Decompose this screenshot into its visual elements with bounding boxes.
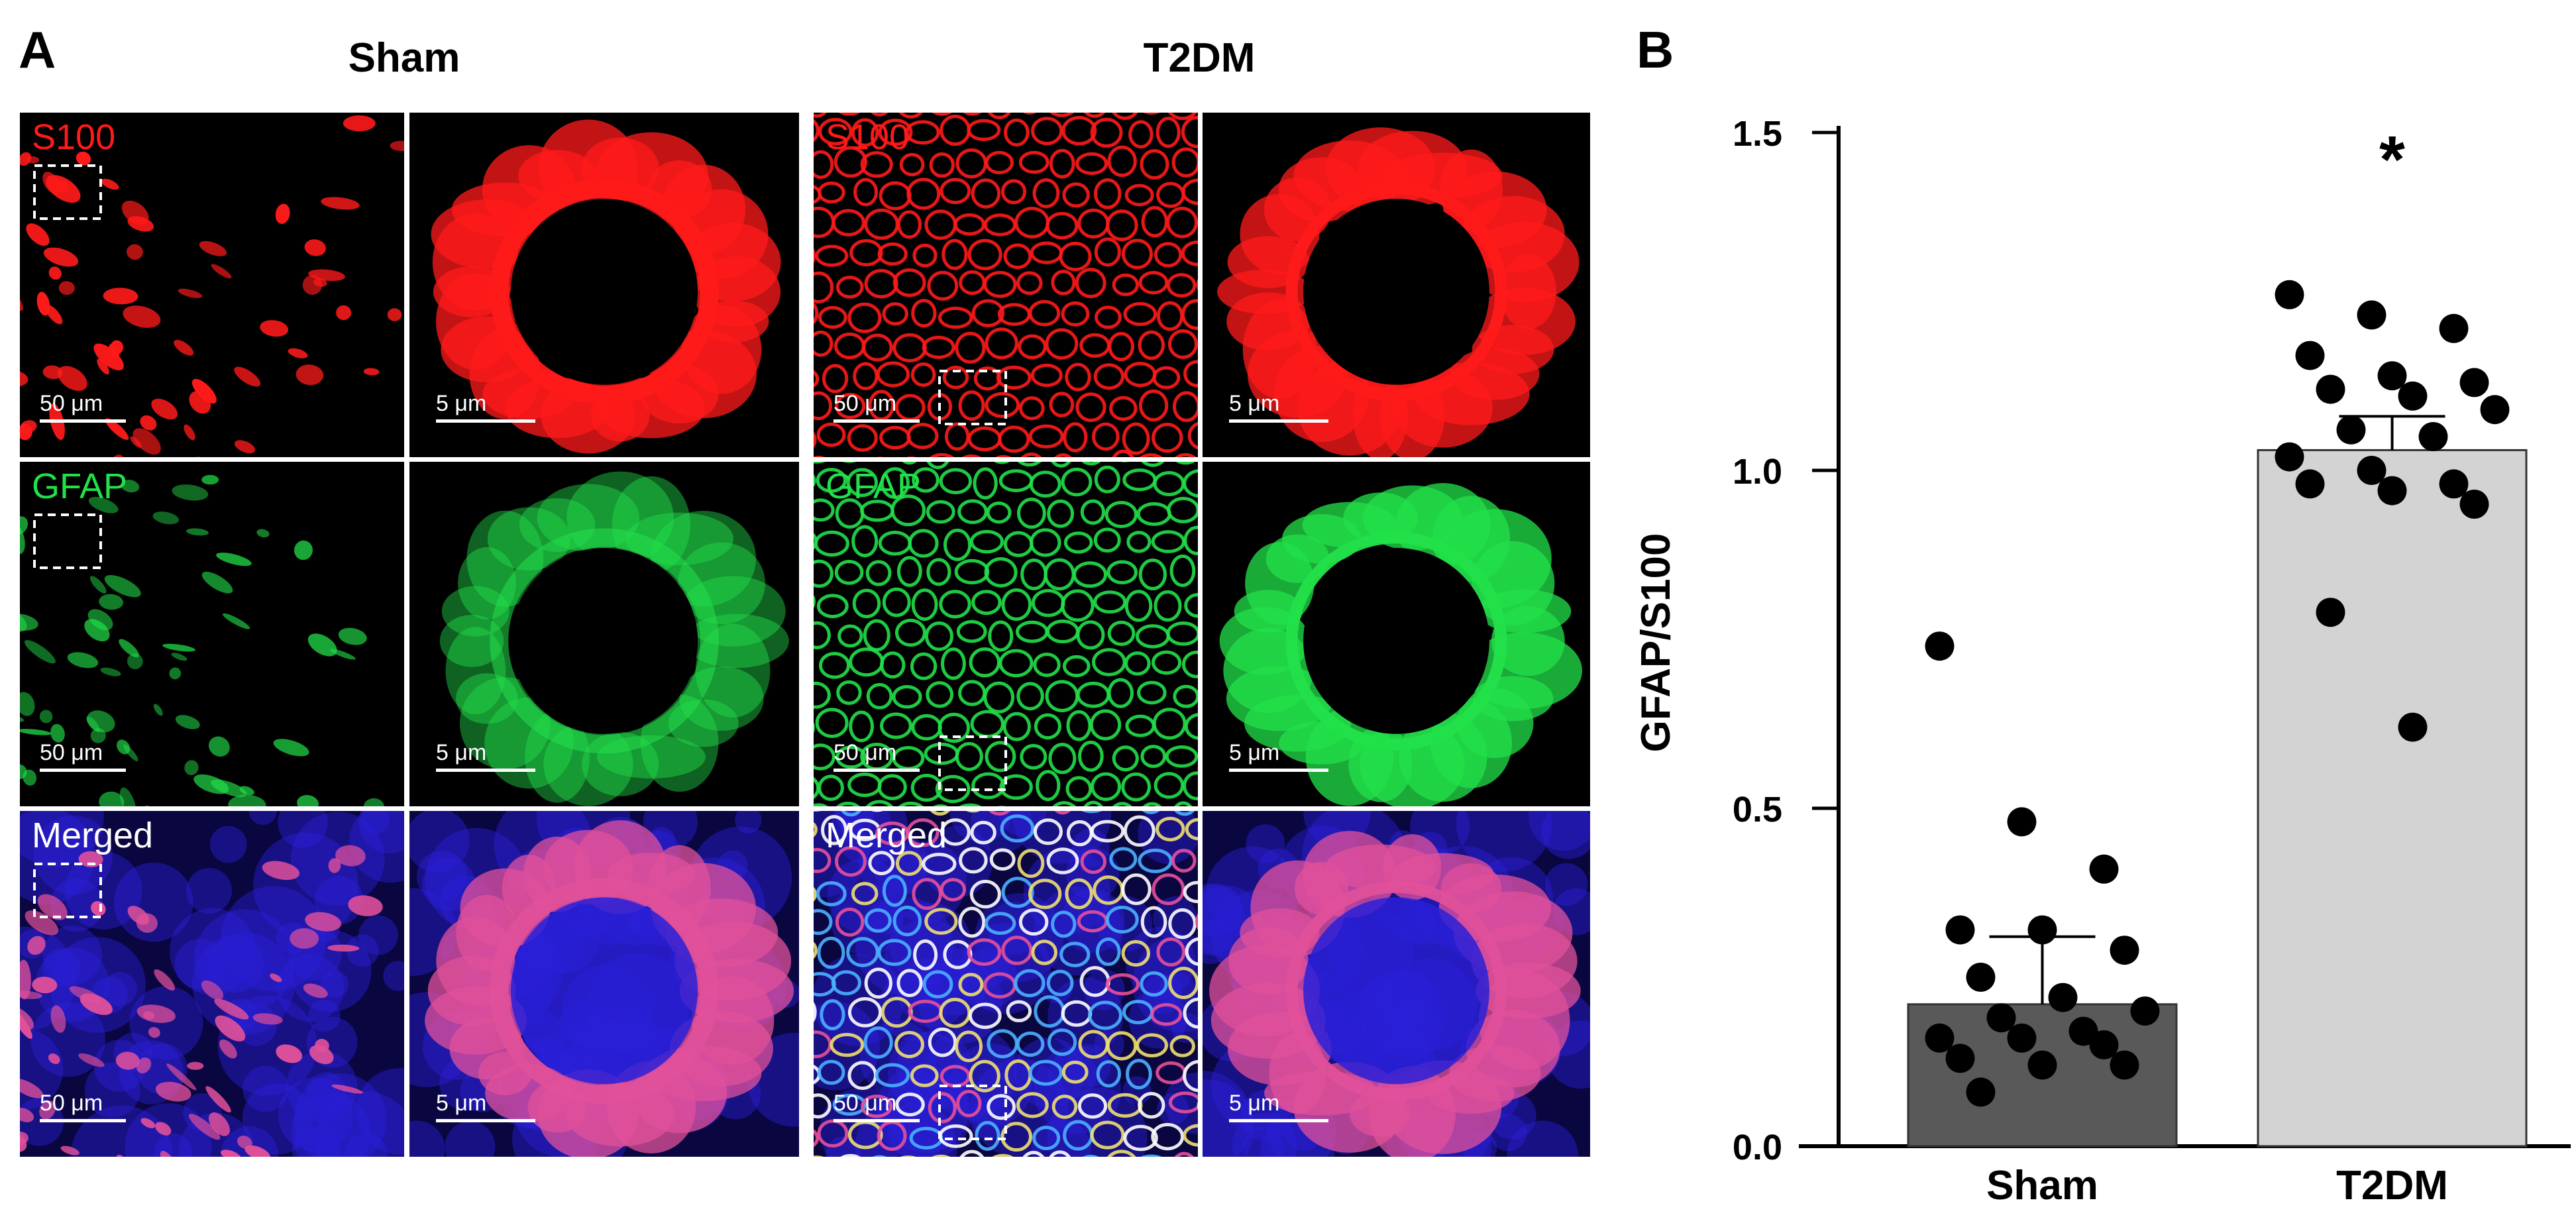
- scale-bar: 5 μm: [1229, 740, 1328, 772]
- data-point-sham: [2048, 983, 2078, 1012]
- data-point-sham: [1966, 1077, 1996, 1107]
- data-point-t2dm: [2439, 469, 2469, 499]
- data-point-t2dm: [2398, 381, 2428, 411]
- data-point-t2dm: [2336, 415, 2366, 445]
- data-point-t2dm: [2418, 422, 2448, 451]
- y-tick-label: 1.5: [1733, 114, 1782, 154]
- data-point-sham: [1925, 1023, 1955, 1053]
- data-point-t2dm: [2295, 341, 2325, 370]
- scale-bar-label: 5 μm: [436, 740, 487, 765]
- data-point-t2dm: [2357, 300, 2387, 330]
- scale-bar: 50 μm: [833, 740, 920, 772]
- scale-bar: 50 μm: [833, 391, 920, 423]
- data-point-t2dm: [2439, 313, 2469, 343]
- micrograph-sham-s100-overview: S100 50 μm: [20, 113, 404, 457]
- significance-asterisk: *: [2379, 123, 2405, 197]
- scale-bar: 5 μm: [436, 391, 535, 423]
- data-point-sham: [1986, 1003, 2016, 1033]
- scale-bar-label: 50 μm: [833, 740, 897, 765]
- x-tick-label-sham: Sham: [1986, 1163, 2098, 1208]
- data-point-sham: [2027, 1050, 2057, 1080]
- group-title-t2dm: T2DM: [1143, 35, 1256, 81]
- micrograph-sham-gfap-zoom: 5 μm: [409, 462, 799, 806]
- scale-bar-label: 5 μm: [1229, 1091, 1280, 1116]
- x-tick-label-t2dm: T2DM: [2336, 1163, 2448, 1208]
- bar-chart: GFAP/S100 0.0 0.5 1.0 1.5 Sham T2DM *: [1633, 114, 2571, 1208]
- data-point-sham: [2089, 1030, 2119, 1059]
- data-point-sham: [2007, 1023, 2037, 1053]
- scale-bar: 5 μm: [436, 740, 535, 772]
- region-of-interest-box: [938, 1085, 1007, 1140]
- scale-bar: 5 μm: [436, 1091, 535, 1122]
- data-point-t2dm: [2316, 598, 2345, 627]
- scale-bar-label: 50 μm: [833, 391, 897, 416]
- channel-label-s100: S100: [826, 117, 910, 157]
- panel-a-letter: A: [19, 21, 56, 79]
- data-point-sham: [2110, 1050, 2139, 1080]
- scale-bar: 50 μm: [40, 740, 126, 772]
- scale-bar-label: 5 μm: [436, 391, 487, 416]
- scale-bar-label: 50 μm: [40, 391, 103, 416]
- region-of-interest-box: [938, 735, 1007, 791]
- scale-bar-label: 5 μm: [1229, 391, 1280, 416]
- y-tick-label: 1.0: [1733, 452, 1782, 492]
- data-point-sham: [1925, 631, 1955, 661]
- data-point-t2dm: [2275, 280, 2304, 309]
- micrograph-t2dm-s100-zoom: 5 μm: [1203, 113, 1590, 457]
- data-point-t2dm: [2316, 374, 2345, 404]
- region-of-interest-box: [33, 513, 102, 569]
- data-point-sham: [2027, 915, 2057, 945]
- data-point-sham: [2007, 807, 2037, 837]
- scale-bar-label: 50 μm: [833, 1091, 897, 1116]
- data-point-t2dm: [2295, 469, 2325, 499]
- y-axis-label: GFAP/S100: [1633, 533, 1679, 753]
- channel-label-s100: S100: [32, 117, 116, 157]
- region-of-interest-box: [938, 370, 1007, 425]
- data-point-t2dm: [2377, 476, 2407, 506]
- channel-label-gfap: GFAP: [826, 466, 922, 506]
- micrograph-sham-gfap-overview: GFAP 50 μm: [20, 462, 404, 806]
- micrograph-t2dm-merged-zoom: 5 μm: [1203, 811, 1590, 1157]
- panel-b-letter: B: [1637, 21, 1674, 79]
- scale-bar: 5 μm: [1229, 391, 1328, 423]
- data-point-t2dm: [2377, 361, 2407, 391]
- micrograph-t2dm-gfap-zoom: 5 μm: [1203, 462, 1590, 806]
- micrograph-t2dm-merged-overview: Merged 50 μm: [814, 811, 1198, 1157]
- data-point-t2dm: [2480, 395, 2510, 425]
- channel-label-merged: Merged: [826, 816, 947, 855]
- data-point-sham: [2068, 1016, 2098, 1046]
- scale-bar: 50 μm: [40, 1091, 126, 1122]
- bar-t2dm: [2257, 449, 2528, 1148]
- y-tick-label: 0.0: [1733, 1128, 1782, 1167]
- data-point-sham: [1945, 1043, 1975, 1073]
- scale-bar-label: 5 μm: [1229, 740, 1280, 765]
- scale-bar-label: 50 μm: [40, 1091, 103, 1116]
- region-of-interest-box: [33, 863, 102, 918]
- micrograph-sham-s100-zoom: 5 μm: [409, 113, 799, 457]
- data-point-t2dm: [2459, 368, 2489, 398]
- channel-label-merged: Merged: [32, 816, 154, 855]
- data-point-t2dm: [2459, 490, 2489, 519]
- data-point-t2dm: [2357, 456, 2387, 485]
- data-point-sham: [2089, 854, 2119, 884]
- scale-bar: 50 μm: [833, 1091, 920, 1122]
- data-point-sham: [2130, 996, 2160, 1026]
- micrograph-t2dm-s100-overview: S100 50 μm: [814, 113, 1198, 457]
- data-point-sham: [1945, 915, 1975, 945]
- scale-bar-label: 50 μm: [40, 740, 103, 765]
- micrograph-t2dm-gfap-overview: GFAP 50 μm: [814, 462, 1198, 806]
- micrograph-sham-merged-zoom: 5 μm: [409, 811, 799, 1157]
- y-tick-label: 0.5: [1733, 790, 1782, 829]
- data-point-t2dm: [2275, 442, 2304, 472]
- scale-bar-label: 5 μm: [436, 1091, 487, 1116]
- scale-bar: 5 μm: [1229, 1091, 1328, 1122]
- data-point-t2dm: [2398, 712, 2428, 742]
- channel-label-gfap: GFAP: [32, 466, 128, 506]
- data-point-sham: [2110, 935, 2139, 965]
- scale-bar: 50 μm: [40, 391, 126, 423]
- region-of-interest-box: [33, 164, 102, 220]
- group-title-sham: Sham: [348, 35, 460, 81]
- data-point-sham: [1966, 963, 1996, 992]
- micrograph-sham-merged-overview: Merged 50 μm: [20, 811, 404, 1157]
